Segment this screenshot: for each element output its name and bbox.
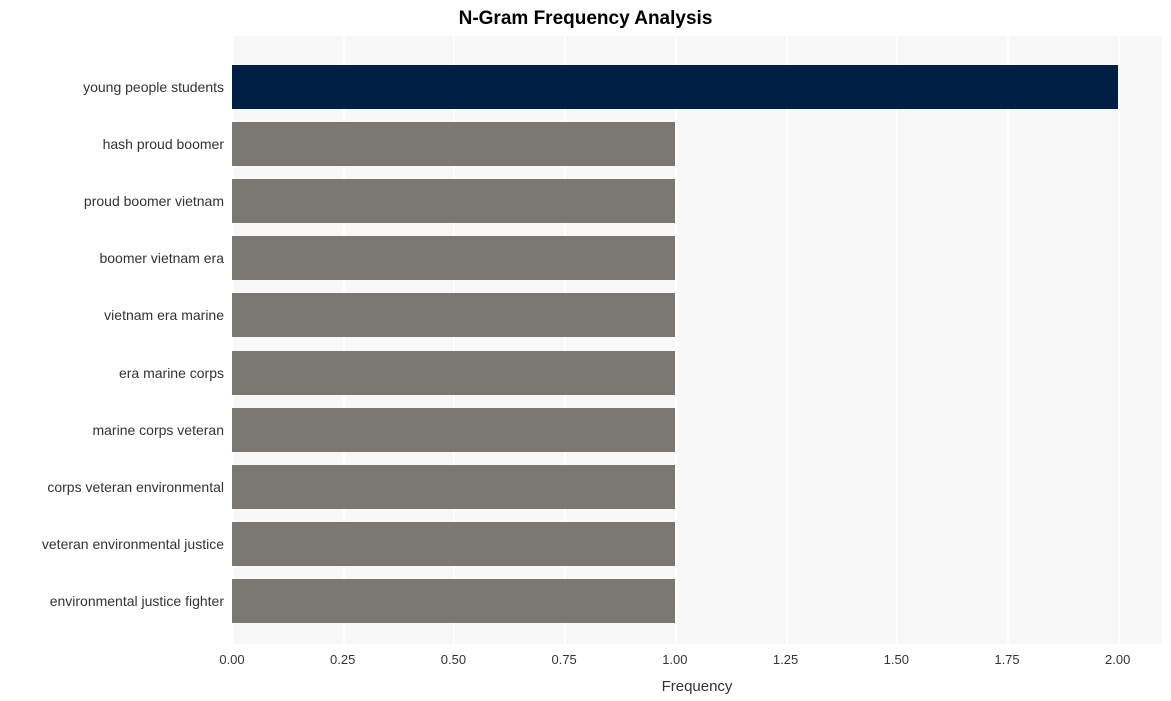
x-tick-label: 0.75 <box>551 644 576 667</box>
y-tick-label: era marine corps <box>119 365 232 381</box>
bar-row <box>232 179 1162 223</box>
x-tick-label: 1.50 <box>884 644 909 667</box>
bar-row <box>232 522 1162 566</box>
bar <box>232 122 675 166</box>
x-tick-label: 0.00 <box>219 644 244 667</box>
bar-row <box>232 351 1162 395</box>
y-tick-label: corps veteran environmental <box>47 479 232 495</box>
y-tick-label: hash proud boomer <box>103 136 232 152</box>
y-tick-label: young people students <box>83 79 232 95</box>
y-tick-label: veteran environmental justice <box>42 536 232 552</box>
x-tick-label: 1.25 <box>773 644 798 667</box>
chart-container: N-Gram Frequency Analysis Frequency 0.00… <box>0 0 1171 701</box>
bar-row <box>232 465 1162 509</box>
x-axis-label: Frequency <box>232 644 1162 695</box>
bar <box>232 522 675 566</box>
bar <box>232 179 675 223</box>
x-tick-label: 1.75 <box>994 644 1019 667</box>
x-tick-label: 0.50 <box>441 644 466 667</box>
bar-row <box>232 293 1162 337</box>
x-tick-label: 2.00 <box>1105 644 1130 667</box>
bar <box>232 236 675 280</box>
bar <box>232 293 675 337</box>
y-tick-label: boomer vietnam era <box>99 250 232 266</box>
bar-row <box>232 579 1162 623</box>
y-tick-label: vietnam era marine <box>104 307 232 323</box>
chart-title: N-Gram Frequency Analysis <box>0 8 1171 30</box>
y-tick-label: proud boomer vietnam <box>84 193 232 209</box>
bar-row <box>232 408 1162 452</box>
plot-area: Frequency 0.000.250.500.751.001.251.501.… <box>232 36 1162 644</box>
bar <box>232 579 675 623</box>
y-tick-label: environmental justice fighter <box>50 593 232 609</box>
bar <box>232 65 1118 109</box>
bar-row <box>232 236 1162 280</box>
bar <box>232 408 675 452</box>
bar-row <box>232 122 1162 166</box>
bar-row <box>232 65 1162 109</box>
x-tick-label: 1.00 <box>662 644 687 667</box>
bar <box>232 351 675 395</box>
y-tick-label: marine corps veteran <box>92 422 232 438</box>
x-tick-label: 0.25 <box>330 644 355 667</box>
bar <box>232 465 675 509</box>
